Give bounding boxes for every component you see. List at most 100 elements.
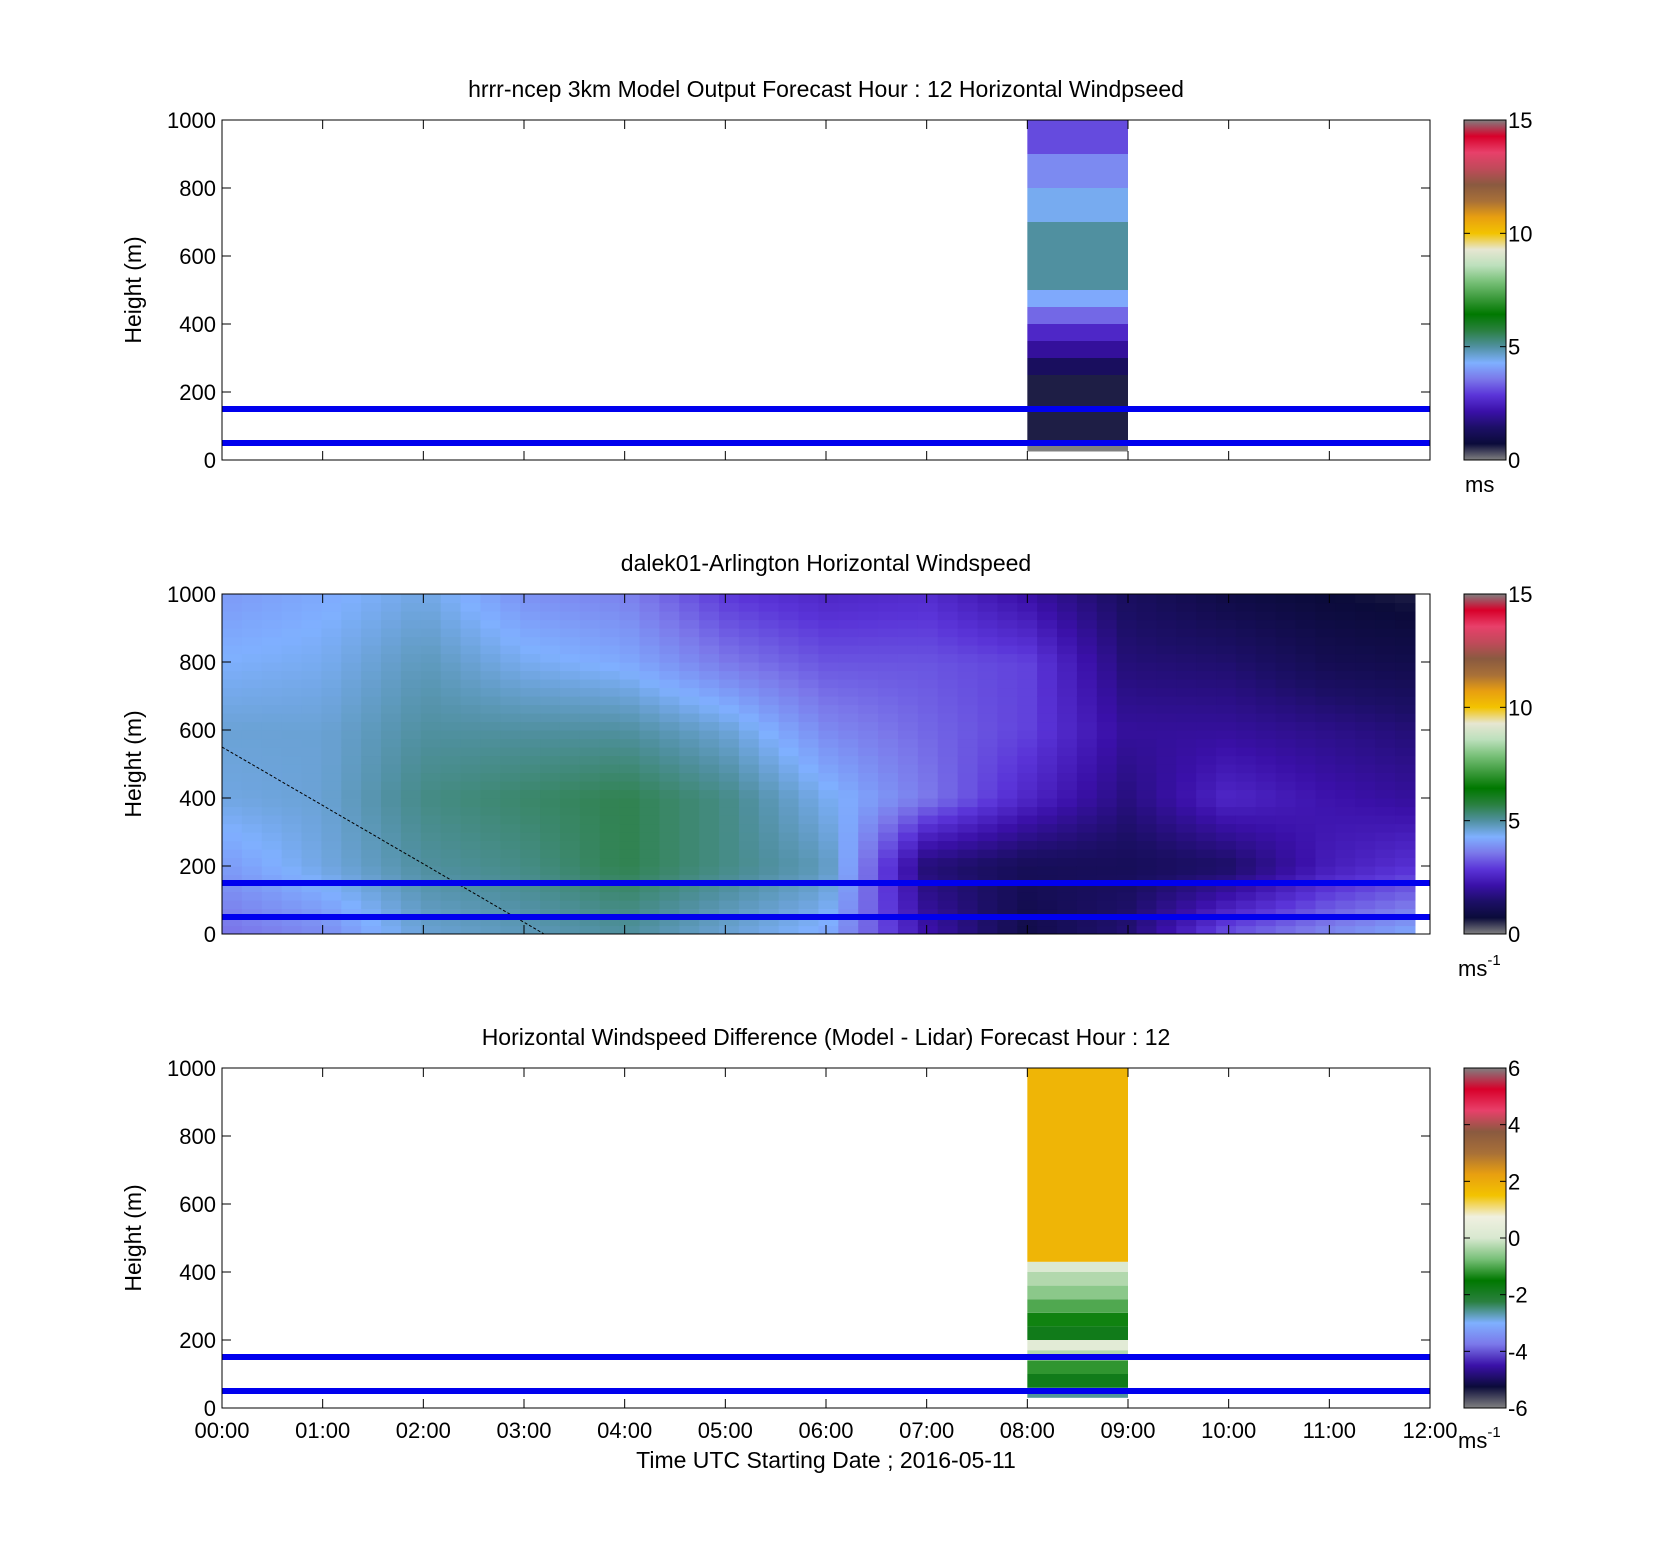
heatmap-cell [321, 823, 342, 833]
heatmap-cell [798, 866, 820, 876]
heatmap-cell [1096, 730, 1118, 740]
heatmap-cell [897, 594, 919, 604]
heatmap-cell [1275, 747, 1297, 757]
heatmap-cell [1395, 891, 1416, 901]
heatmap-cell [858, 772, 879, 782]
heatmap-cell [261, 645, 283, 655]
heatmap-cell [798, 662, 820, 672]
heatmap-cell [719, 602, 740, 612]
heatmap-cell [321, 755, 342, 765]
heatmap-cell [957, 857, 979, 867]
heatmap-cell [1375, 619, 1396, 629]
heatmap-cell [1375, 900, 1396, 910]
heatmap-cell [719, 772, 740, 782]
heatmap-cell [699, 721, 720, 731]
heatmap-cell [1076, 755, 1098, 765]
heatmap-cell [400, 679, 422, 689]
y-tick-label: 200 [179, 1328, 216, 1353]
heatmap-cell [659, 891, 680, 901]
heatmap-cell [1136, 628, 1158, 638]
heatmap-cell [1375, 806, 1396, 816]
heatmap-cell [361, 721, 382, 731]
heatmap-cell [1196, 789, 1217, 799]
heatmap-cell [1096, 908, 1118, 918]
heatmap-cell [878, 823, 899, 833]
heatmap-cell [897, 908, 919, 918]
heatmap-cell [659, 619, 680, 629]
heatmap-cell [1076, 832, 1098, 842]
heatmap-cell [699, 917, 720, 927]
heatmap-cell [1295, 747, 1317, 757]
heatmap-cell [599, 908, 621, 918]
heatmap-cell [818, 806, 839, 816]
heatmap-cell [420, 781, 442, 791]
heatmap-cell [321, 662, 342, 672]
heatmap-cell [1136, 815, 1158, 825]
heatmap-cell [619, 866, 641, 876]
heatmap-cell [838, 619, 859, 629]
heatmap-cell [778, 823, 800, 833]
heatmap-cell [599, 611, 621, 621]
heatmap-cell [241, 857, 263, 867]
heatmap-cell [440, 840, 462, 850]
heatmap-cell [1375, 602, 1396, 612]
heatmap-cell [659, 798, 680, 808]
heatmap-cell [818, 670, 839, 680]
heatmap-cell [659, 849, 680, 859]
heatmap-cell [341, 866, 362, 876]
heatmap-cell [400, 594, 422, 604]
heatmap-cell [1295, 687, 1317, 697]
heatmap-cell [719, 696, 740, 706]
heatmap-cell [579, 747, 601, 757]
heatmap-cell [1096, 738, 1118, 748]
panel-model: hrrr-ncep 3km Model Output Forecast Hour… [120, 76, 1532, 497]
panel-diff-colorbar-unit-base: ms [1458, 1428, 1487, 1453]
heatmap-cell [321, 619, 342, 629]
heatmap-cell [1037, 755, 1058, 765]
heatmap-cell [241, 883, 263, 893]
heatmap-cell [997, 713, 1018, 723]
heatmap-cell [301, 874, 323, 884]
heatmap-cell [460, 849, 482, 859]
heatmap-cell [1196, 891, 1217, 901]
heatmap-cell [1096, 670, 1118, 680]
heatmap-cell [361, 696, 382, 706]
heatmap-cell [1156, 602, 1177, 612]
heatmap-cell [1176, 594, 1197, 604]
heatmap-cell [1255, 662, 1277, 672]
heatmap-cell [599, 687, 621, 697]
heatmap-cell [1116, 866, 1138, 876]
heatmap-cell [241, 891, 263, 901]
heatmap-cell [361, 849, 382, 859]
heatmap-cell [1037, 704, 1058, 714]
heatmap-cell [997, 806, 1018, 816]
heatmap-cell [1116, 789, 1138, 799]
heatmap-cell [798, 925, 820, 934]
heatmap-cell [301, 747, 323, 757]
heatmap-cell [1196, 653, 1217, 663]
heatmap-cell [1395, 900, 1416, 910]
heatmap-cell [1355, 636, 1376, 646]
heatmap-cell [858, 815, 879, 825]
heatmap-cell [679, 772, 700, 782]
heatmap-cell [838, 798, 859, 808]
heatmap-cell [1017, 755, 1038, 765]
heatmap-cell [301, 602, 323, 612]
heatmap-cell [659, 738, 680, 748]
heatmap-cell [1355, 823, 1376, 833]
heatmap-cell [1057, 645, 1078, 655]
heatmap-cell [679, 925, 700, 934]
heatmap-cell [460, 602, 482, 612]
heatmap-cell [659, 832, 680, 842]
heatmap-cell [1116, 908, 1138, 918]
heatmap-cell [619, 883, 641, 893]
heatmap-cell [1136, 687, 1158, 697]
heatmap-cell [679, 670, 700, 680]
heatmap-cell [838, 662, 859, 672]
heatmap-cell [400, 653, 422, 663]
heatmap-cell [420, 747, 442, 757]
heatmap-cell [1196, 840, 1217, 850]
heatmap-cell [878, 670, 899, 680]
heatmap-cell [838, 738, 859, 748]
heatmap-cell [1335, 747, 1356, 757]
